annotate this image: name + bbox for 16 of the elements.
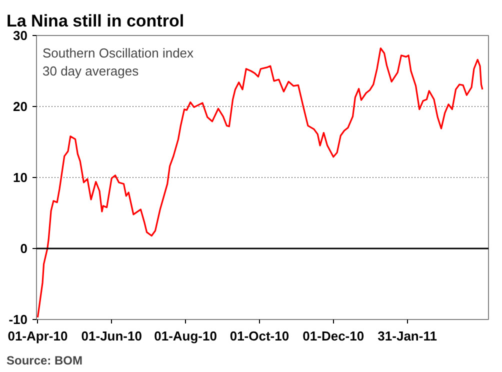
y-tick-label: 20 — [13, 99, 28, 114]
y-tick-label: 0 — [20, 241, 28, 256]
x-tick-label: 01-Apr-10 — [8, 328, 68, 344]
y-tick-label: -10 — [8, 312, 28, 327]
chart-title: La Nina still in control — [6, 12, 184, 30]
annotation: 30 day averages — [42, 64, 140, 78]
annotation: Southern Oscillation index — [42, 46, 194, 60]
y-tick-label: 30 — [13, 28, 28, 43]
line-series — [36, 47, 484, 318]
x-tick-label: 01-Jun-10 — [81, 328, 142, 344]
x-tick-label: 31-Jan-11 — [378, 328, 437, 344]
y-tick-label: 10 — [13, 170, 28, 185]
source-note: Source: BOM — [6, 354, 83, 368]
x-tick-label: 01-Dec-10 — [302, 328, 364, 344]
x-tick-label: 01-Aug-10 — [154, 328, 217, 344]
x-tick-label: 01-Oct-10 — [230, 328, 290, 344]
